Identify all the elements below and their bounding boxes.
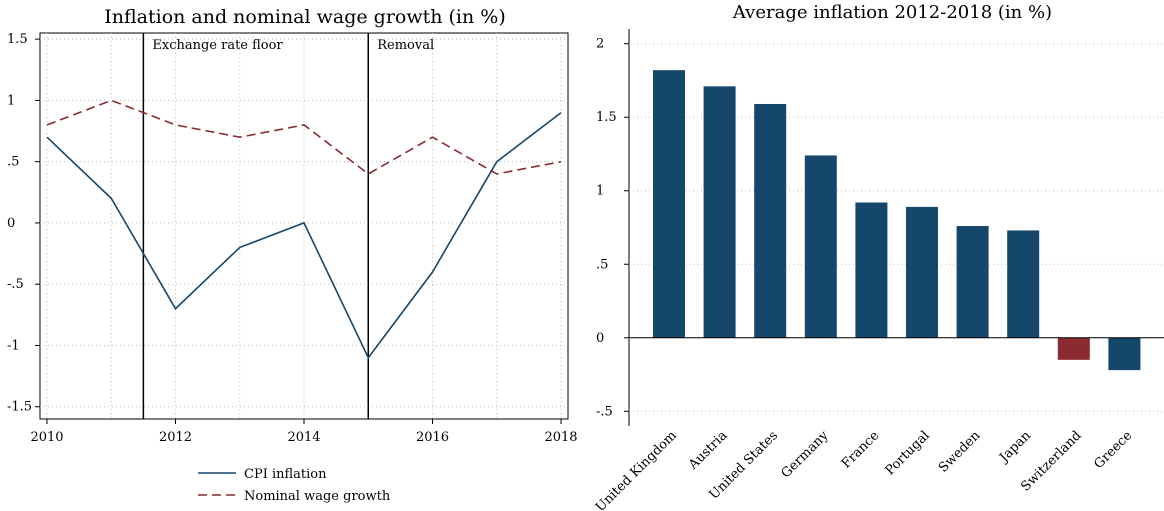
- category-label: France: [839, 428, 883, 472]
- y-tick-label: .5: [7, 155, 19, 170]
- y-tick-label: 2: [596, 37, 604, 52]
- y-tick-label: 1: [596, 184, 604, 199]
- x-tick-label: 2014: [287, 430, 320, 445]
- bar-france: [855, 202, 888, 338]
- x-tick-label: 2012: [159, 430, 192, 445]
- bar-sweden: [956, 226, 989, 338]
- bar-austria: [703, 86, 736, 338]
- annotation-label: Removal: [377, 38, 434, 53]
- y-tick-label: -.5: [7, 277, 24, 292]
- bar-germany: [804, 155, 837, 338]
- y-tick-label: -1.5: [7, 400, 32, 415]
- y-tick-label: 0: [7, 216, 15, 231]
- x-tick-label: 2010: [30, 430, 63, 445]
- y-tick-label: 1.5: [596, 110, 617, 125]
- x-tick-label: 2016: [416, 430, 449, 445]
- y-tick-label: 0: [596, 331, 604, 346]
- y-tick-label: .5: [596, 257, 608, 272]
- bar-greece: [1108, 337, 1141, 371]
- nominal-wage-growthline: [46, 99, 562, 175]
- category-label: Portugal: [883, 428, 933, 478]
- line-chart-title: Inflation and nominal wage growth (in %): [104, 6, 506, 28]
- x-tick-label: 2018: [544, 430, 577, 445]
- y-tick-label: -.5: [596, 404, 613, 419]
- category-label: Germany: [779, 428, 833, 482]
- y-tick-label: -1: [7, 338, 20, 353]
- bar-portugal: [906, 206, 938, 338]
- annotation-label: Exchange rate floor: [152, 38, 283, 53]
- bar-chart-title: Average inflation 2012-2018 (in %): [732, 2, 1053, 23]
- bar-japan: [1007, 230, 1040, 338]
- legend-label: CPI inflation: [244, 467, 327, 482]
- category-label: Sweden: [936, 428, 984, 476]
- category-label: United Kingdom: [593, 428, 680, 511]
- category-label: Japan: [996, 428, 1035, 467]
- y-tick-label: 1: [7, 93, 15, 108]
- bar-switzerland: [1057, 337, 1090, 360]
- y-tick-label: 1.5: [7, 32, 28, 47]
- legend-label: Nominal wage growth: [244, 489, 391, 504]
- bar-united-kingdom: [653, 70, 685, 338]
- category-label: Greece: [1091, 428, 1135, 472]
- cpi-inflationline: [46, 112, 562, 360]
- bar-united-states: [754, 103, 787, 338]
- category-label: Austria: [685, 428, 730, 473]
